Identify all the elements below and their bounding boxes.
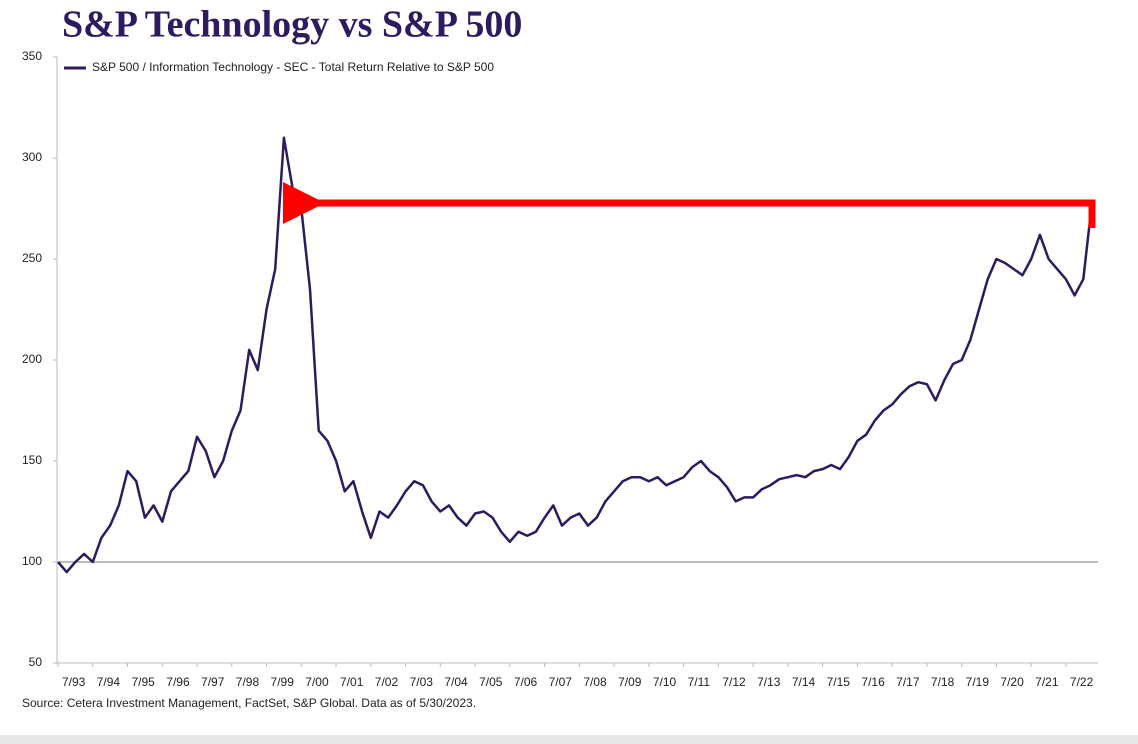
- x-tick-label: 7/20: [1000, 675, 1024, 689]
- x-tick-label: 7/00: [305, 675, 329, 689]
- y-tick-label: 200: [22, 352, 42, 366]
- x-tick-label: 7/13: [757, 675, 781, 689]
- x-tick-label: 7/12: [722, 675, 746, 689]
- y-tick-label: 100: [22, 554, 42, 568]
- x-tick-label: 7/05: [479, 675, 503, 689]
- x-tick-label: 7/10: [653, 675, 677, 689]
- y-tick-label: 50: [29, 655, 43, 669]
- x-tick-label: 7/04: [444, 675, 468, 689]
- y-tick-label: 350: [22, 49, 42, 63]
- y-tick-label: 300: [22, 150, 42, 164]
- source-note: Source: Cetera Investment Management, Fa…: [22, 696, 476, 710]
- x-tick-label: 7/96: [166, 675, 190, 689]
- x-tick-label: 7/18: [931, 675, 955, 689]
- x-tick-label: 7/02: [375, 675, 399, 689]
- x-tick-label: 7/97: [201, 675, 225, 689]
- x-tick-label: 7/16: [861, 675, 885, 689]
- x-tick-label: 7/94: [97, 675, 121, 689]
- x-tick-label: 7/11: [688, 675, 711, 689]
- y-tick-label: 250: [22, 251, 42, 265]
- x-tick-label: 7/21: [1035, 675, 1059, 689]
- x-tick-label: 7/06: [514, 675, 538, 689]
- x-tick-label: 7/15: [827, 675, 851, 689]
- x-tick-label: 7/19: [966, 675, 990, 689]
- annotation-arrow: [283, 182, 1096, 228]
- x-tick-label: 7/14: [792, 675, 816, 689]
- x-tick-label: 7/09: [618, 675, 642, 689]
- x-tick-label: 7/07: [549, 675, 573, 689]
- x-tick-label: 7/01: [340, 675, 364, 689]
- y-tick-label: 150: [22, 453, 42, 467]
- x-tick-label: 7/08: [583, 675, 607, 689]
- x-tick-label: 7/17: [896, 675, 920, 689]
- data-line: [57, 136, 1094, 574]
- x-tick-label: 7/99: [271, 675, 295, 689]
- x-tick-label: 7/93: [62, 675, 86, 689]
- scroll-bar: [0, 735, 1138, 744]
- x-tick-label: 7/03: [410, 675, 434, 689]
- x-tick-label: 7/98: [236, 675, 260, 689]
- legend-label: S&P 500 / Information Technology - SEC -…: [92, 60, 494, 74]
- x-tick-label: 7/22: [1070, 675, 1094, 689]
- x-tick-label: 7/95: [132, 675, 156, 689]
- chart-title: S&P Technology vs S&P 500: [62, 4, 522, 46]
